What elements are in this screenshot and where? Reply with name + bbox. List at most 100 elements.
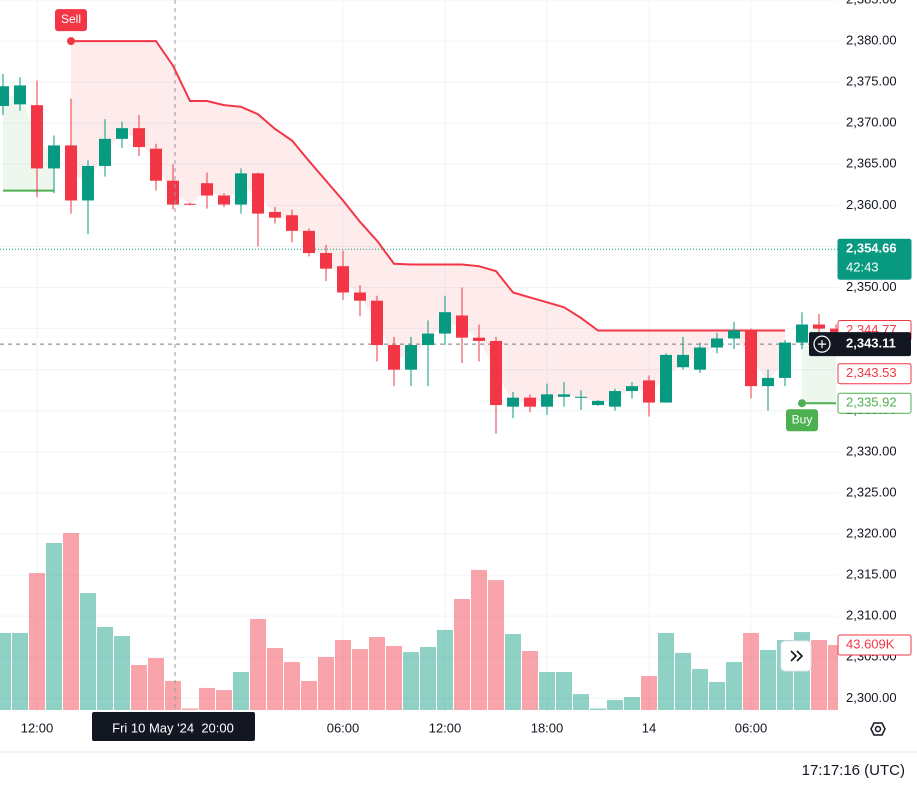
candle-body bbox=[14, 85, 26, 105]
price-label-box bbox=[837, 238, 912, 280]
volume-bar bbox=[437, 629, 453, 710]
volume-label: 43.609K bbox=[846, 636, 895, 651]
volume-bar bbox=[828, 645, 838, 710]
volume-bar bbox=[743, 632, 759, 710]
candle-body bbox=[184, 203, 196, 205]
trend-fill bbox=[3, 94, 54, 191]
volume-bar bbox=[641, 676, 657, 710]
candle-body bbox=[337, 266, 349, 293]
crosshair-time-label: Fri 10 May '24 20:00 bbox=[112, 720, 234, 735]
candle-body bbox=[609, 391, 621, 407]
buy-badge bbox=[786, 409, 818, 432]
volume-bar bbox=[46, 542, 62, 710]
grid bbox=[0, 0, 838, 712]
candle-body bbox=[422, 333, 434, 346]
candle-body bbox=[116, 128, 128, 139]
volume-bar bbox=[63, 532, 79, 710]
volume-bar bbox=[199, 687, 215, 710]
candle-body bbox=[490, 340, 502, 406]
x-tick-label: 18:00 bbox=[531, 720, 564, 735]
sell-dot bbox=[67, 37, 75, 46]
volume-bar bbox=[692, 669, 708, 710]
volume-bar bbox=[301, 680, 317, 710]
candle-body bbox=[354, 292, 366, 301]
candle-body bbox=[65, 145, 77, 201]
volume-bar bbox=[148, 657, 164, 710]
countdown: 42:43 bbox=[846, 260, 879, 275]
volume-bar bbox=[726, 662, 742, 710]
volume-bar bbox=[488, 580, 504, 710]
candle-body bbox=[558, 394, 570, 397]
scroll-to-latest-button[interactable] bbox=[780, 640, 812, 672]
candle-body bbox=[405, 345, 417, 370]
candle-body bbox=[507, 397, 519, 407]
trend-fills bbox=[3, 41, 836, 404]
volume-bar bbox=[352, 649, 368, 710]
add-alert-icon bbox=[813, 335, 831, 353]
volume-bar bbox=[607, 700, 623, 710]
buy-label: Buy bbox=[792, 412, 813, 426]
price-label-box bbox=[837, 363, 912, 385]
candle-body bbox=[167, 180, 179, 205]
candle-body bbox=[541, 394, 553, 407]
crosshair-time-box bbox=[92, 712, 255, 741]
volume-bar bbox=[250, 618, 266, 710]
candle-body bbox=[48, 145, 60, 169]
x-tick-label: 06:00 bbox=[735, 720, 768, 735]
candle-body bbox=[82, 165, 94, 201]
candle-body bbox=[133, 128, 145, 148]
candle-body bbox=[252, 173, 264, 214]
candle-body bbox=[235, 173, 247, 205]
volume-bar bbox=[454, 598, 470, 710]
y-tick-label: 2,350.00 bbox=[846, 279, 897, 294]
candle-body bbox=[779, 342, 791, 378]
volume-bar bbox=[539, 672, 555, 710]
candle-body bbox=[269, 211, 281, 218]
volume-bar bbox=[233, 672, 249, 710]
volume-bar bbox=[709, 681, 725, 710]
y-tick-label: 2,385.00 bbox=[846, 0, 897, 6]
volume-bar bbox=[505, 634, 521, 710]
volume-bar bbox=[182, 708, 198, 710]
y-tick-label: 2,365.00 bbox=[846, 156, 897, 171]
x-tick-label: 12:00 bbox=[429, 720, 462, 735]
volume-bar bbox=[80, 593, 96, 710]
volume-bar bbox=[522, 650, 538, 710]
buy-dot bbox=[798, 399, 806, 408]
candle-body bbox=[201, 183, 213, 196]
volume-label-box bbox=[837, 634, 912, 656]
candle-body bbox=[745, 330, 757, 387]
clock: 17:17:16 (UTC) bbox=[802, 762, 905, 779]
volume-bar bbox=[131, 665, 147, 710]
volume-bar bbox=[811, 639, 827, 710]
volume-bar bbox=[284, 662, 300, 710]
candle-body bbox=[439, 312, 451, 334]
trend-lines: Sell Buy bbox=[0, 9, 838, 432]
volume-bar bbox=[267, 648, 283, 710]
candle-body bbox=[286, 215, 298, 231]
volume-bar bbox=[216, 690, 232, 710]
volume-bar bbox=[573, 694, 589, 710]
candle-body bbox=[711, 338, 723, 348]
candle-body bbox=[31, 105, 43, 169]
volume-bar bbox=[97, 627, 113, 710]
y-tick-label: 2,360.00 bbox=[846, 197, 897, 212]
volume-bar bbox=[760, 649, 776, 710]
candle-body bbox=[388, 345, 400, 370]
volume-bar bbox=[658, 632, 674, 710]
y-tick-label: 2,300.00 bbox=[846, 690, 897, 705]
candle-body bbox=[694, 347, 706, 370]
candle-body bbox=[660, 354, 672, 403]
y-tick-label: 2,330.00 bbox=[846, 443, 897, 458]
volume-bar bbox=[624, 697, 640, 710]
volume-bar bbox=[335, 639, 351, 710]
y-tick-label: 2,325.00 bbox=[846, 484, 897, 499]
sell-label: Sell bbox=[61, 12, 81, 26]
candle-body bbox=[813, 324, 825, 329]
settings-button[interactable] bbox=[870, 722, 886, 736]
sell-badge bbox=[55, 9, 87, 32]
candle-body bbox=[626, 386, 638, 392]
candle-body bbox=[677, 354, 689, 368]
candle-body bbox=[524, 397, 536, 407]
